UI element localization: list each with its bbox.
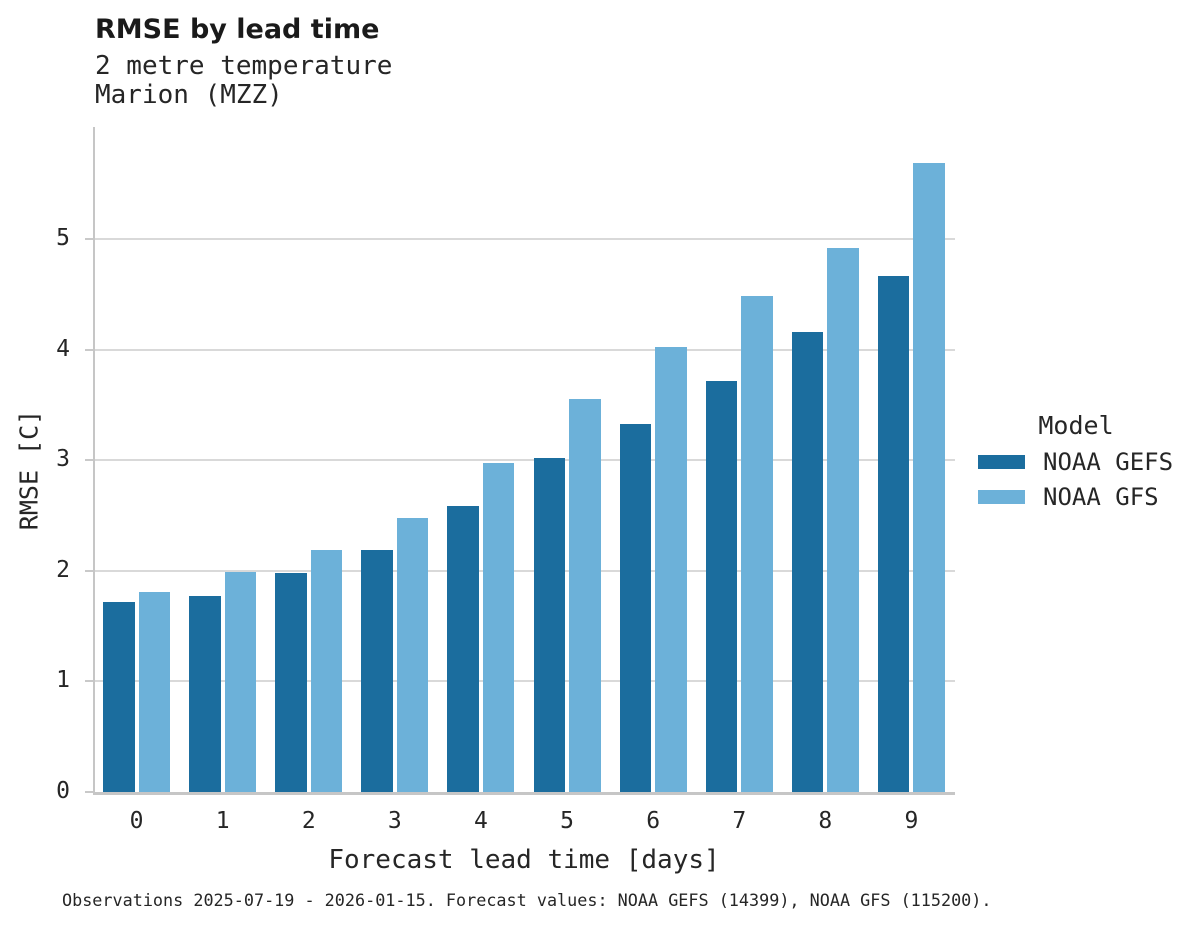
- bar-noaa-gefs-lead-9: [877, 276, 910, 792]
- y-tick-label-3: 3: [56, 446, 70, 472]
- bar-noaa-gefs-lead-0: [103, 602, 135, 792]
- y-tick-mark-3: [85, 459, 93, 461]
- legend: Model NOAA GEFS NOAA GFS: [978, 412, 1174, 514]
- bar-noaa-gfs-lead-5: [569, 399, 601, 792]
- bar-noaa-gefs-lead-1: [189, 596, 221, 792]
- chart-subtitle-station: Marion (MZZ): [95, 80, 283, 110]
- bar-noaa-gfs-lead-9: [913, 163, 945, 792]
- bar-noaa-gfs-lead-8: [827, 248, 859, 792]
- bar-noaa-gefs-lead-7: [705, 381, 738, 792]
- x-tick-label-3: 3: [387, 808, 402, 834]
- gridline-y-4: [95, 349, 955, 351]
- bar-noaa-gefs-lead-3: [361, 550, 393, 792]
- gridline-y-1: [95, 680, 955, 682]
- footer-note: Observations 2025-07-19 - 2026-01-15. Fo…: [62, 890, 992, 910]
- x-tick-label-6: 6: [646, 808, 661, 834]
- chart-title: RMSE by lead time: [95, 14, 380, 45]
- bar-noaa-gfs-lead-7: [741, 296, 773, 792]
- x-axis-label: Forecast lead time [days]: [328, 845, 720, 875]
- chart-subtitle-variable: 2 metre temperature: [95, 51, 393, 81]
- legend-title: Model: [1038, 411, 1114, 440]
- x-tick-label-9: 9: [904, 808, 919, 834]
- legend-label-noaa-gfs: NOAA GFS: [1043, 482, 1159, 511]
- x-tick-label-0: 0: [129, 808, 144, 834]
- legend-label-noaa-gefs: NOAA GEFS: [1043, 447, 1174, 476]
- gridline-y-2: [95, 570, 955, 572]
- x-tick-label-8: 8: [818, 808, 833, 834]
- bar-noaa-gefs-lead-8: [791, 332, 824, 792]
- x-tick-label-1: 1: [215, 808, 230, 834]
- x-tick-label-4: 4: [474, 808, 488, 834]
- y-tick-label-2: 2: [56, 557, 70, 583]
- bar-noaa-gfs-lead-0: [138, 592, 171, 792]
- bar-noaa-gefs-lead-4: [447, 506, 479, 792]
- bar-noaa-gfs-lead-3: [396, 518, 429, 792]
- legend-row-noaa-gefs: NOAA GEFS: [978, 444, 1174, 479]
- bar-noaa-gfs-lead-2: [310, 550, 343, 792]
- legend-row-noaa-gfs: NOAA GFS: [978, 479, 1174, 514]
- x-tick-label-2: 2: [301, 808, 316, 834]
- legend-swatch-noaa-gfs: [978, 489, 1025, 504]
- y-tick-mark-4: [85, 349, 93, 351]
- legend-swatch-noaa-gefs: [978, 454, 1025, 469]
- gridline-y-5: [95, 238, 955, 240]
- bar-noaa-gfs-lead-1: [224, 572, 257, 792]
- plot-area: 0 1 2 3 4 5 0 1 2 3 4 5 6 7 8 9: [56, 127, 955, 834]
- bar-noaa-gefs-lead-5: [533, 458, 566, 792]
- y-tick-mark-1: [85, 680, 93, 682]
- x-axis-line: [93, 792, 955, 795]
- y-axis-spine: [93, 127, 95, 794]
- y-tick-label-1: 1: [56, 667, 70, 693]
- y-tick-mark-5: [85, 238, 93, 240]
- bar-noaa-gefs-lead-6: [619, 424, 652, 792]
- x-tick-label-5: 5: [560, 808, 574, 834]
- bar-noaa-gefs-lead-2: [275, 573, 307, 792]
- y-tick-mark-2: [85, 570, 93, 572]
- gridline-y-3: [95, 459, 955, 461]
- bar-noaa-gfs-lead-4: [482, 463, 515, 792]
- x-tick-label-7: 7: [732, 808, 747, 834]
- y-tick-label-4: 4: [56, 336, 70, 362]
- y-tick-label-5: 5: [56, 225, 70, 251]
- y-tick-label-0: 0: [56, 778, 70, 804]
- y-tick-mark-0: [85, 791, 93, 793]
- bar-noaa-gfs-lead-6: [655, 347, 687, 792]
